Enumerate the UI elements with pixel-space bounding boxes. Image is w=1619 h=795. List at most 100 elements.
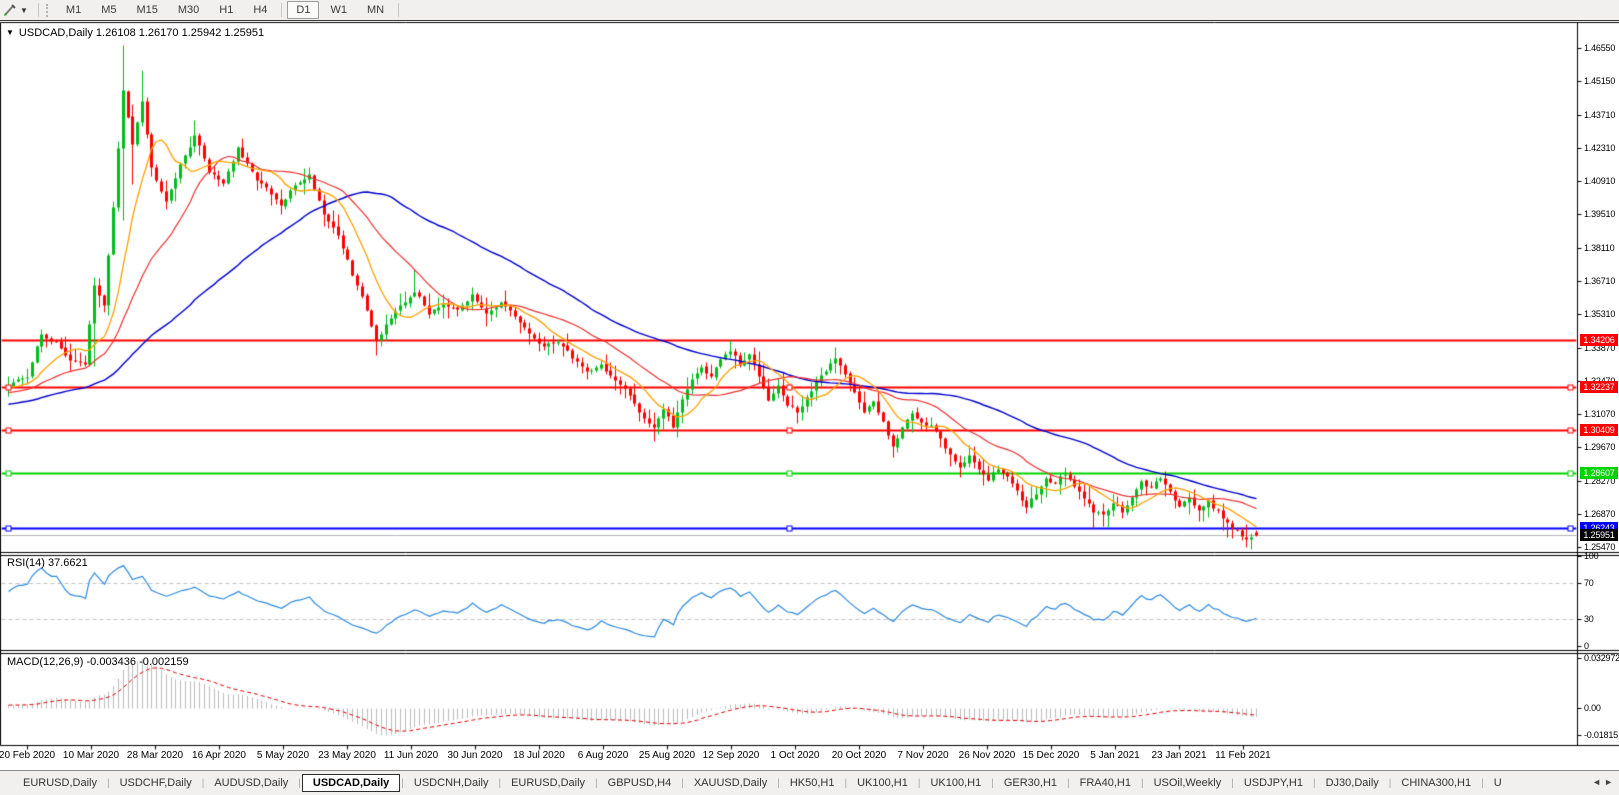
price-tick-label: 1.25470 [1584,542,1616,552]
macd-level-label: 0.032972 [1584,653,1619,663]
chart-tab-u[interactable]: U [1493,777,1502,789]
chart-tab-uk100-h1[interactable]: UK100,H1 [930,777,982,789]
tab-separator: | [595,777,598,789]
price-tick-label: 1.39510 [1584,209,1616,219]
timeframe-button-h1[interactable]: H1 [219,4,234,16]
toolbar-drag-handle[interactable] [45,3,50,17]
macd-indicator-title: MACD(12,26,9) -0.003436 -0.002159 [7,656,189,668]
timeframe-button-m5[interactable]: M5 [101,4,117,16]
chart-tab-eurusd-daily[interactable]: EURUSD,Daily [511,777,586,789]
rsi-level-label: 0 [1584,641,1589,651]
price-tick-label: 1.43710 [1584,110,1616,120]
tab-separator: | [991,777,994,789]
chart-collapse-icon[interactable]: ▼ [6,28,14,37]
date-label: 5 May 2020 [256,750,310,761]
date-label: 5 Jan 2021 [1090,750,1140,761]
hline-price-label: 1.34206 [1580,334,1618,346]
tab-separator: | [498,777,502,789]
chart-tab-usdjpy-h1[interactable]: USDJPY,H1 [1243,777,1303,789]
date-label: 20 Oct 2020 [831,750,887,761]
rsi-level-label: 70 [1584,578,1594,588]
price-tick-label: 1.33870 [1584,343,1616,353]
rsi-level-label: 100 [1584,551,1599,561]
tab-scroll-left-icon[interactable]: ◄ [1592,777,1605,787]
date-label: 23 May 2020 [318,750,376,761]
date-label: 18 Jul 2020 [513,750,565,761]
crosshair-tool-icon[interactable] [2,3,18,18]
chart-tab-eurusd-daily[interactable]: EURUSD,Daily [23,777,97,789]
price-tick-label: 1.28270 [1584,476,1616,486]
date-label: 1 Oct 2020 [770,750,820,761]
tab-separator: | [844,777,848,789]
macd-level-label: -0.01815 [1584,730,1618,740]
timeframe-button-m15[interactable]: M15 [136,4,158,16]
chart-tab-hk50-h1[interactable]: HK50,H1 [789,777,835,789]
hline-price-label: 1.32237 [1580,381,1618,393]
date-label: 6 Aug 2020 [577,750,629,761]
tab-separator: | [106,777,110,789]
chart-title: ▼ USDCAD,Daily 1.26108 1.26170 1.25942 1.… [6,27,264,39]
macd-label: MACD(12,26,9) [7,656,84,668]
tab-scroll-right-icon[interactable]: ► [1604,777,1616,787]
chart-tab-ger30-h1[interactable]: GER30,H1 [1003,777,1058,789]
date-label: 11 Feb 2021 [1215,750,1271,761]
price-tick-label: 1.31070 [1584,409,1616,419]
macd-level-label: 0.00 [1584,703,1601,713]
hline-price-label: 1.30409 [1580,424,1618,436]
chart-tab-fra40-h1[interactable]: FRA40,H1 [1079,777,1131,789]
chart-tab-usdcad-daily[interactable]: USDCAD,Daily [301,774,401,792]
chart-tab-china300-h1[interactable]: CHINA300,H1 [1401,777,1472,789]
tab-separator: | [1388,777,1392,789]
tab-separator: | [1140,777,1144,789]
date-label: 28 Mar 2020 [126,750,184,761]
date-label: 10 Mar 2020 [62,750,120,761]
timeframe-button-m1[interactable]: M1 [65,4,82,16]
tab-separator: | [917,777,921,789]
timeframe-button-m30[interactable]: M30 [177,4,200,16]
date-label: 23 Jan 2021 [1151,750,1207,761]
timeframe-button-h4[interactable]: H4 [253,4,268,16]
chart-tab-audusd-daily[interactable]: AUDUSD,Daily [214,777,289,789]
tab-separator: | [1231,777,1234,789]
price-tick-label: 1.38110 [1584,243,1615,253]
tab-separator: | [201,777,205,789]
date-label: 15 Dec 2020 [1022,750,1080,761]
toolbar-separator [37,3,39,17]
date-label: 7 Nov 2020 [897,750,949,761]
date-label: 20 Feb 2020 [0,750,56,761]
tab-scroll-arrows: ◄► [1592,777,1616,787]
toolbar-separator [398,3,400,17]
chart-title-text: USDCAD,Daily 1.26108 1.26170 1.25942 1.2… [18,27,265,39]
toolbar-separator [281,3,283,17]
chart-tab-usdchf-daily[interactable]: USDCHF,Daily [119,777,192,789]
date-label: 16 Apr 2020 [192,750,246,761]
date-label: 25 Aug 2020 [638,750,696,761]
chart-tab-gbpusd-h4[interactable]: GBPUSD,H4 [607,777,672,789]
rsi-label: RSI(14) [7,557,45,569]
chart-tab-xauusd-daily[interactable]: XAUUSD,Daily [693,777,768,789]
tab-separator: | [1481,777,1484,789]
timeframe-button-d1[interactable]: D1 [287,1,320,19]
macd-values: -0.003436 -0.002159 [86,656,189,668]
rsi-value: 37.6621 [47,557,88,569]
price-tick-label: 1.42310 [1584,143,1616,153]
chart-tab-usdcnh-daily[interactable]: USDCNH,Daily [413,777,489,789]
chart-tab-dj30-daily[interactable]: DJ30,Daily [1325,777,1379,789]
tab-separator: | [298,777,301,789]
tab-separator: | [1067,777,1070,789]
timeframe-button-mn[interactable]: MN [366,4,385,16]
tool-dropdown-caret-icon[interactable]: ▼ [20,5,28,15]
date-label: 30 Jun 2020 [447,750,503,761]
date-label: 26 Nov 2020 [958,750,1016,761]
tab-separator: | [681,777,684,789]
date-label: 11 Jun 2020 [383,750,439,761]
chart-tab-uk100-h1[interactable]: UK100,H1 [857,777,908,789]
symbol-tabbar: EURUSD,Daily | USDCHF,Daily | AUDUSD,Daily | U… [0,770,1619,795]
price-tick-label: 1.35310 [1584,309,1616,319]
timeframe-button-w1[interactable]: W1 [330,4,347,16]
price-tick-label: 1.40910 [1584,176,1616,186]
chart-tab-usoil-weekly[interactable]: USOil,Weekly [1153,777,1222,789]
price-tick-label: 1.29670 [1584,442,1616,452]
rsi-indicator-title: RSI(14) 37.6621 [7,557,88,569]
